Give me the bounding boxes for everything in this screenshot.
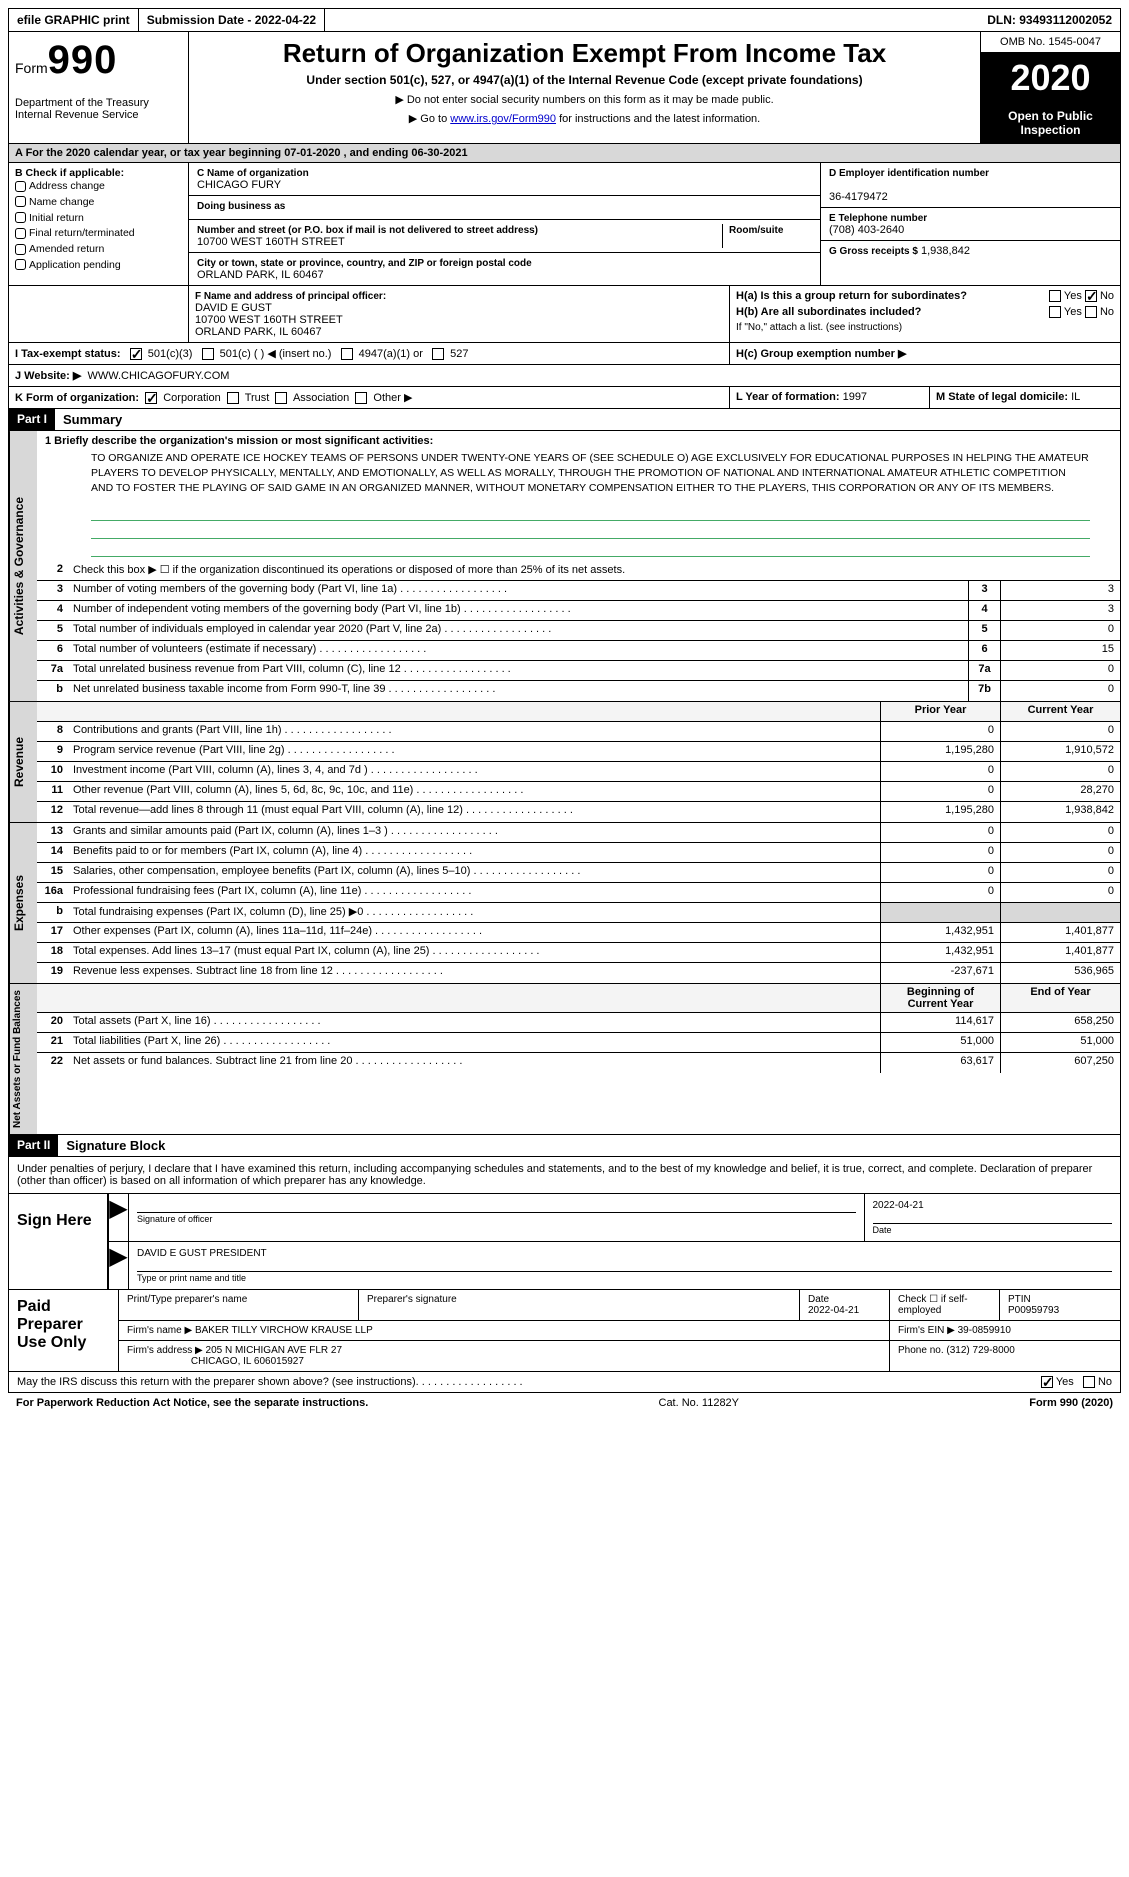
irs-url-link[interactable]: www.irs.gov/Form990	[450, 113, 556, 125]
data-row: 16aProfessional fundraising fees (Part I…	[37, 883, 1120, 903]
org-street: 10700 WEST 160TH STREET	[197, 236, 345, 248]
gov-section: Activities & Governance 1 Briefly descri…	[8, 431, 1121, 702]
data-row: 12Total revenue—add lines 8 through 11 (…	[37, 802, 1120, 822]
chk-final-return[interactable]: Final return/terminated	[15, 226, 182, 242]
dln: DLN: 93493112002052	[979, 9, 1120, 31]
officer-signed-name: DAVID E GUST PRESIDENT	[137, 1248, 267, 1259]
section-b: B Check if applicable: Address change Na…	[9, 163, 189, 285]
rev-vtab: Revenue	[9, 702, 37, 822]
paid-preparer-block: Paid Preparer Use Only Print/Type prepar…	[8, 1290, 1121, 1372]
data-row: 22Net assets or fund balances. Subtract …	[37, 1053, 1120, 1073]
part2-header: Part II Signature Block	[8, 1135, 1121, 1157]
chk-hb-no[interactable]	[1085, 306, 1097, 318]
efile-label: efile GRAPHIC print	[9, 9, 139, 31]
submission-cell: Submission Date - 2022-04-22	[139, 9, 325, 31]
mission-text: TO ORGANIZE AND OPERATE ICE HOCKEY TEAMS…	[37, 447, 1120, 499]
ptin: P00959793	[1008, 1305, 1059, 1316]
omb-number: OMB No. 1545-0047	[981, 32, 1120, 53]
data-row: 10Investment income (Part VIII, column (…	[37, 762, 1120, 782]
open-public: Open to Public Inspection	[981, 103, 1120, 143]
firm-phone: (312) 729-8000	[946, 1345, 1014, 1356]
netassets-section: Net Assets or Fund Balances Beginning of…	[8, 984, 1121, 1135]
tax-year-range: A For the 2020 calendar year, or tax yea…	[8, 144, 1121, 163]
chk-assoc[interactable]	[275, 392, 287, 404]
chk-name-change[interactable]: Name change	[15, 195, 182, 211]
year-formation: 1997	[843, 391, 867, 403]
website-row: J Website: ▶ WWW.CHICAGOFURY.COM	[8, 365, 1121, 387]
form-note1: ▶ Do not enter social security numbers o…	[199, 93, 970, 106]
expenses-section: Expenses 13Grants and similar amounts pa…	[8, 823, 1121, 984]
chk-501c[interactable]	[202, 348, 214, 360]
data-row: 15Salaries, other compensation, employee…	[37, 863, 1120, 883]
gov-row: 4Number of independent voting members of…	[37, 601, 1120, 621]
firm-ein: 39-0859910	[958, 1325, 1011, 1336]
chk-trust[interactable]	[227, 392, 239, 404]
chk-hb-yes[interactable]	[1049, 306, 1061, 318]
perjury-declaration: Under penalties of perjury, I declare th…	[8, 1157, 1121, 1194]
sign-arrow-icon: ▶	[109, 1242, 129, 1289]
gov-row: 5Total number of individuals employed in…	[37, 621, 1120, 641]
sign-arrow-icon: ▶	[109, 1194, 129, 1241]
org-name-row: C Name of organization CHICAGO FURY	[189, 163, 820, 196]
org-city: ORLAND PARK, IL 60467	[197, 269, 324, 281]
chk-application-pending[interactable]: Application pending	[15, 258, 182, 274]
chk-ha-yes[interactable]	[1049, 290, 1061, 302]
chk-ha-no[interactable]	[1085, 290, 1097, 302]
officer-group-row: F Name and address of principal officer:…	[8, 286, 1121, 343]
page-footer: For Paperwork Reduction Act Notice, see …	[8, 1393, 1121, 1413]
exp-vtab: Expenses	[9, 823, 37, 983]
chk-corp[interactable]	[145, 392, 157, 404]
data-row: 11Other revenue (Part VIII, column (A), …	[37, 782, 1120, 802]
part1-header: Part I Summary	[8, 409, 1121, 431]
chk-other[interactable]	[355, 392, 367, 404]
form-id-block: Form990 Department of the Treasury Inter…	[9, 32, 189, 143]
chk-amended-return[interactable]: Amended return	[15, 242, 182, 258]
form-title: Return of Organization Exempt From Incom…	[199, 38, 970, 69]
firm-name: BAKER TILLY VIRCHOW KRAUSE LLP	[195, 1325, 373, 1336]
phone: (708) 403-2640	[829, 224, 904, 236]
website-url: WWW.CHICAGOFURY.COM	[87, 370, 229, 382]
data-row: 19Revenue less expenses. Subtract line 1…	[37, 963, 1120, 983]
data-row: 8Contributions and grants (Part VIII, li…	[37, 722, 1120, 742]
tax-status-row: I Tax-exempt status: 501(c)(3) 501(c) ( …	[8, 343, 1121, 365]
irs-discuss-row: May the IRS discuss this return with the…	[8, 1372, 1121, 1393]
chk-initial-return[interactable]: Initial return	[15, 211, 182, 227]
ein: 36-4179472	[829, 191, 888, 203]
gov-row: 7aTotal unrelated business revenue from …	[37, 661, 1120, 681]
data-row: 21Total liabilities (Part X, line 26)51,…	[37, 1033, 1120, 1053]
top-bar: efile GRAPHIC print Submission Date - 20…	[8, 8, 1121, 32]
gov-row: 6Total number of volunteers (estimate if…	[37, 641, 1120, 661]
data-row: bTotal fundraising expenses (Part IX, co…	[37, 903, 1120, 923]
chk-discuss-yes[interactable]	[1041, 1376, 1053, 1388]
revenue-section: Revenue Prior YearCurrent Year 8Contribu…	[8, 702, 1121, 823]
gov-row: bNet unrelated business taxable income f…	[37, 681, 1120, 701]
chk-discuss-no[interactable]	[1083, 1376, 1095, 1388]
sign-here-block: Sign Here ▶ Signature of officer 2022-04…	[8, 1194, 1121, 1290]
data-row: 18Total expenses. Add lines 13–17 (must …	[37, 943, 1120, 963]
gov-vtab: Activities & Governance	[9, 431, 37, 701]
data-row: 14Benefits paid to or for members (Part …	[37, 843, 1120, 863]
form-header: Form990 Department of the Treasury Inter…	[8, 32, 1121, 144]
chk-address-change[interactable]: Address change	[15, 179, 182, 195]
dept-label: Department of the Treasury Internal Reve…	[15, 97, 182, 121]
officer-name: DAVID E GUST	[195, 302, 272, 314]
state-domicile: IL	[1071, 391, 1080, 403]
chk-4947[interactable]	[341, 348, 353, 360]
sig-date: 2022-04-21	[873, 1200, 924, 1211]
form-subtitle: Under section 501(c), 527, or 4947(a)(1)…	[199, 73, 970, 87]
org-name: CHICAGO FURY	[197, 179, 281, 191]
net-vtab: Net Assets or Fund Balances	[9, 984, 37, 1134]
gross-receipts: 1,938,842	[921, 245, 970, 257]
data-row: 20Total assets (Part X, line 16)114,6176…	[37, 1013, 1120, 1033]
identity-block: B Check if applicable: Address change Na…	[8, 163, 1121, 286]
chk-501c3[interactable]	[130, 348, 142, 360]
chk-527[interactable]	[432, 348, 444, 360]
tax-year: 2020	[981, 53, 1120, 103]
data-row: 17Other expenses (Part IX, column (A), l…	[37, 923, 1120, 943]
form-org-row: K Form of organization: Corporation Trus…	[8, 387, 1121, 409]
prep-date: 2022-04-21	[808, 1305, 859, 1316]
data-row: 9Program service revenue (Part VIII, lin…	[37, 742, 1120, 762]
gov-row: 3Number of voting members of the governi…	[37, 581, 1120, 601]
data-row: 13Grants and similar amounts paid (Part …	[37, 823, 1120, 843]
